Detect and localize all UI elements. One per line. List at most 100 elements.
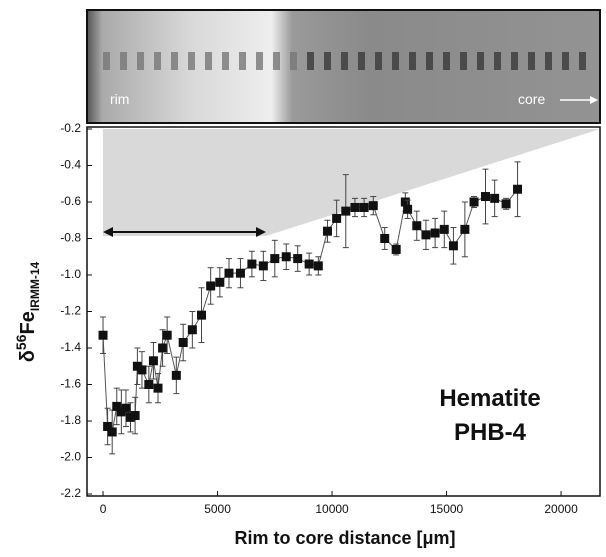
laser-pit xyxy=(273,52,280,70)
marker xyxy=(215,277,225,287)
marker xyxy=(178,338,188,348)
y-tick-label: -2.2 xyxy=(60,486,81,500)
y-axis-label: δ56FeIRMM-14 xyxy=(13,261,42,362)
marker xyxy=(148,356,158,366)
laser-pit xyxy=(137,52,144,70)
marker xyxy=(313,261,323,271)
marker xyxy=(430,228,440,238)
marker xyxy=(162,330,172,340)
x-tick-label: 20000 xyxy=(544,502,578,516)
marker xyxy=(137,365,147,375)
marker xyxy=(281,252,291,262)
y-tick-label: -1.6 xyxy=(60,377,81,391)
marker xyxy=(112,401,122,411)
marker xyxy=(235,268,245,278)
marker xyxy=(332,213,342,223)
y-label-part: δ xyxy=(17,350,39,362)
y-tick-label: -1.2 xyxy=(60,304,81,318)
marker xyxy=(116,407,126,417)
laser-pit xyxy=(290,52,297,70)
laser-pit xyxy=(579,52,586,70)
marker xyxy=(391,244,401,254)
laser-pits xyxy=(103,52,586,70)
laser-pit xyxy=(222,52,229,70)
marker xyxy=(247,259,257,269)
x-tick-label: 5000 xyxy=(204,502,231,516)
x-tick-label: 10000 xyxy=(315,502,349,516)
laser-pit xyxy=(188,52,195,70)
marker xyxy=(206,281,216,291)
marker xyxy=(439,224,449,234)
y-tick-label: -0.8 xyxy=(60,231,81,245)
y-tick-label: -1.0 xyxy=(60,267,81,281)
image-label-rim: rim xyxy=(110,91,129,107)
marker xyxy=(132,361,142,371)
marker xyxy=(341,206,351,216)
image-label-core: core xyxy=(518,91,545,107)
marker xyxy=(293,254,303,264)
marker xyxy=(469,197,479,207)
y-tick-label: -0.2 xyxy=(60,121,81,135)
y-tick-label: -1.4 xyxy=(60,340,81,354)
marker xyxy=(153,383,163,393)
marker xyxy=(380,234,390,243)
marker xyxy=(403,204,413,214)
marker xyxy=(130,411,140,421)
marker xyxy=(126,412,136,422)
x-tick-label: 15000 xyxy=(430,502,464,516)
laser-pit xyxy=(256,52,263,70)
marker xyxy=(480,192,490,202)
laser-pit xyxy=(205,52,212,70)
laser-pit xyxy=(545,52,552,70)
laser-pit xyxy=(154,52,161,70)
laser-pit xyxy=(409,52,416,70)
marker xyxy=(421,230,431,240)
range-arrow-head xyxy=(103,227,113,237)
marker xyxy=(103,421,113,431)
marker xyxy=(359,202,369,212)
marker xyxy=(224,268,234,278)
laser-pit xyxy=(460,52,467,70)
marker xyxy=(270,254,280,264)
y-label-part: 56 xyxy=(13,334,29,350)
marker xyxy=(158,343,168,353)
range-arrow-head xyxy=(256,227,266,237)
laser-pit xyxy=(392,52,399,70)
y-tick-label: -1.8 xyxy=(60,413,81,427)
image-projection xyxy=(103,129,600,236)
marker xyxy=(258,261,268,271)
annotation: PHB-4 xyxy=(454,419,527,446)
marker xyxy=(144,380,154,389)
marker xyxy=(460,224,470,234)
x-axis-label: Rim to core distance [μm] xyxy=(234,528,455,548)
marker xyxy=(501,199,511,209)
marker xyxy=(490,193,500,203)
marker xyxy=(187,325,197,335)
marker xyxy=(400,197,410,207)
y-label-part: Fe xyxy=(17,311,39,334)
x-tick-label: 0 xyxy=(100,502,107,516)
laser-pit xyxy=(324,52,331,70)
laser-pit xyxy=(562,52,569,70)
laser-pit xyxy=(171,52,178,70)
laser-pit xyxy=(494,52,501,70)
laser-pit xyxy=(511,52,518,70)
y-tick-label: -0.4 xyxy=(60,158,81,172)
marker xyxy=(107,427,117,437)
laser-pit xyxy=(426,52,433,70)
laser-pit xyxy=(103,52,110,70)
marker xyxy=(368,201,378,211)
y-label-part: IRMM-14 xyxy=(28,261,42,311)
marker xyxy=(350,202,360,212)
marker xyxy=(412,221,422,231)
plot-area: -2.2 -2.0 -1.8 -1.6 -1.4 -1.2 -1.0 -0.8 -0.6 -0.4… xyxy=(60,121,578,516)
marker xyxy=(448,241,458,251)
laser-pit xyxy=(375,52,382,70)
laser-pit xyxy=(120,52,127,70)
laser-pit xyxy=(239,52,246,70)
laser-pit xyxy=(477,52,484,70)
y-tick-label: -0.6 xyxy=(60,194,81,208)
laser-pit xyxy=(528,52,535,70)
arrow-head xyxy=(590,96,598,104)
